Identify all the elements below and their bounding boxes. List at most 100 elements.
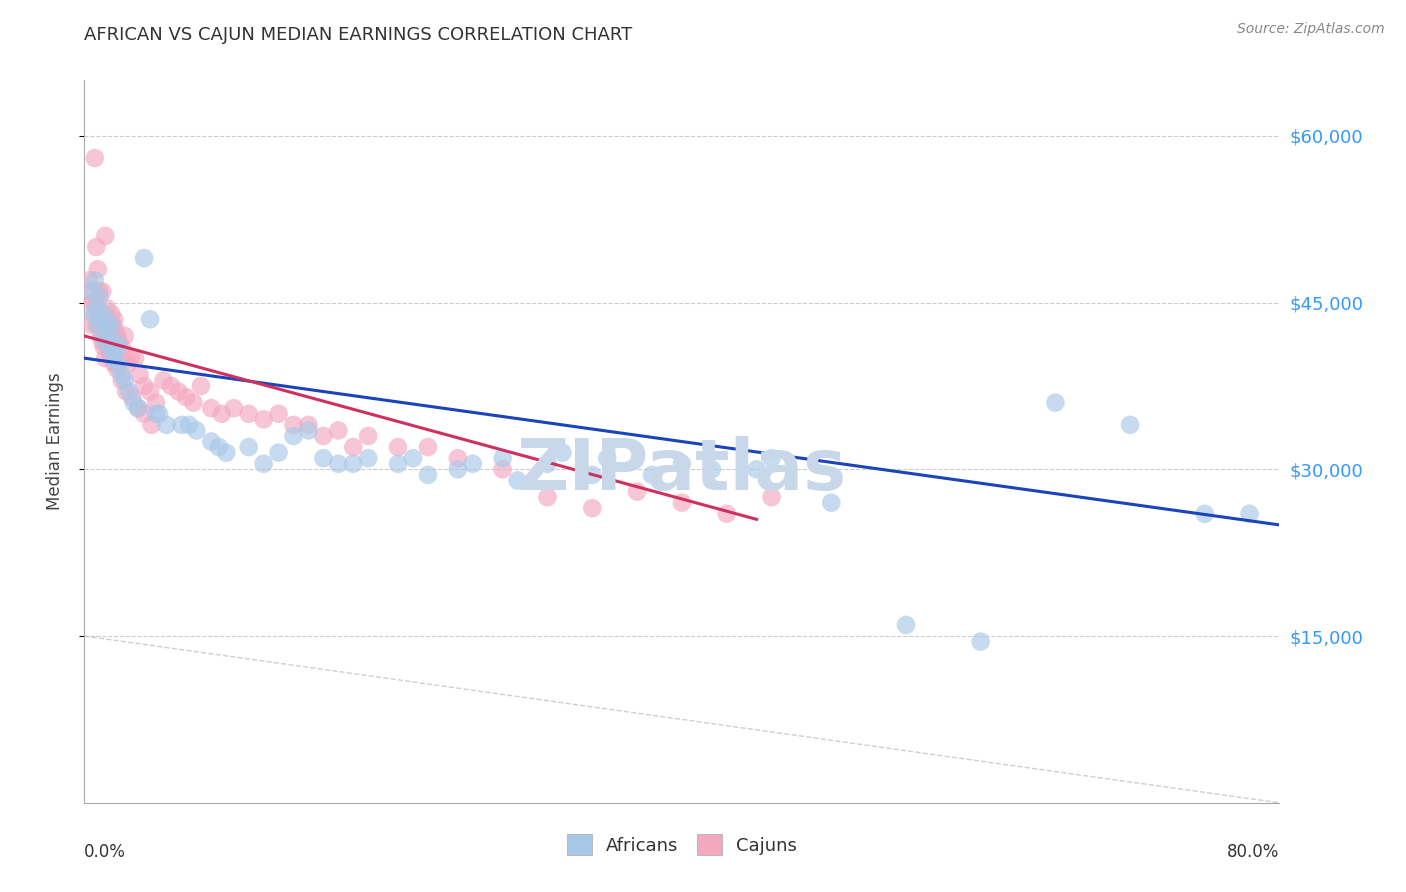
Point [283, 429, 305, 443]
Point [101, 345, 124, 359]
Point [211, 407, 233, 421]
Point [101, 318, 124, 332]
Point [312, 451, 335, 466]
Point [98, 323, 121, 337]
Point [100, 307, 122, 321]
Point [139, 312, 162, 326]
Point [104, 334, 127, 349]
Point [91, 285, 114, 299]
Point [114, 373, 136, 387]
Point [416, 467, 439, 482]
Point [145, 407, 167, 421]
Point [107, 340, 129, 354]
Point [238, 407, 260, 421]
Point [141, 417, 163, 432]
Point [90, 312, 112, 326]
Point [820, 496, 842, 510]
Point [160, 379, 183, 393]
Point [416, 440, 439, 454]
Point [91, 334, 114, 349]
Point [93, 318, 115, 332]
Point [100, 351, 122, 366]
Point [93, 307, 115, 321]
Point [98, 345, 121, 359]
Point [328, 424, 350, 438]
Point [297, 424, 319, 438]
Point [83, 307, 105, 321]
Point [97, 340, 120, 354]
Text: ZIPatlas: ZIPatlas [517, 436, 846, 505]
Text: 0.0%: 0.0% [84, 843, 127, 861]
Point [111, 373, 134, 387]
Point [186, 424, 208, 438]
Legend: Africans, Cajuns: Africans, Cajuns [555, 823, 808, 866]
Point [107, 334, 129, 349]
Point [253, 457, 276, 471]
Point [208, 440, 231, 454]
Text: AFRICAN VS CAJUN MEDIAN EARNINGS CORRELATION CHART: AFRICAN VS CAJUN MEDIAN EARNINGS CORRELA… [84, 26, 633, 44]
Point [267, 407, 290, 421]
Point [894, 618, 917, 632]
Point [761, 490, 783, 504]
Point [177, 417, 200, 432]
Point [94, 228, 117, 243]
Point [100, 318, 122, 332]
Point [238, 440, 260, 454]
Point [174, 390, 197, 404]
Point [96, 329, 118, 343]
Point [89, 318, 111, 332]
Point [551, 445, 574, 459]
Point [641, 467, 664, 482]
Point [700, 462, 723, 476]
Point [139, 384, 162, 399]
Point [117, 357, 139, 371]
Point [96, 318, 118, 332]
Point [103, 351, 125, 366]
Point [506, 474, 529, 488]
Point [124, 351, 146, 366]
Point [761, 451, 783, 466]
Point [492, 462, 515, 476]
Point [132, 407, 156, 421]
Point [492, 451, 515, 466]
Point [89, 290, 111, 304]
Point [155, 417, 177, 432]
Point [128, 368, 150, 382]
Point [103, 312, 125, 326]
Point [127, 401, 149, 416]
Point [328, 457, 350, 471]
Text: 80.0%: 80.0% [1227, 843, 1279, 861]
Point [118, 384, 141, 399]
Point [581, 467, 603, 482]
Point [79, 285, 101, 299]
Point [127, 401, 149, 416]
Point [447, 462, 470, 476]
Point [82, 307, 104, 321]
Point [190, 379, 212, 393]
Point [77, 273, 100, 287]
Point [267, 445, 290, 459]
Point [200, 401, 222, 416]
Point [115, 384, 138, 399]
Point [111, 340, 134, 354]
Point [96, 301, 118, 315]
Point [86, 240, 108, 254]
Point [253, 412, 276, 426]
Point [94, 334, 117, 349]
Point [387, 440, 409, 454]
Point [87, 318, 110, 332]
Point [283, 417, 305, 432]
Point [87, 301, 110, 315]
Point [970, 634, 993, 648]
Point [121, 390, 143, 404]
Point [114, 329, 136, 343]
Point [90, 329, 112, 343]
Point [671, 496, 693, 510]
Point [200, 434, 222, 449]
Point [105, 362, 128, 376]
Point [596, 451, 619, 466]
Point [671, 457, 693, 471]
Point [91, 329, 114, 343]
Point [1119, 417, 1142, 432]
Point [122, 395, 145, 409]
